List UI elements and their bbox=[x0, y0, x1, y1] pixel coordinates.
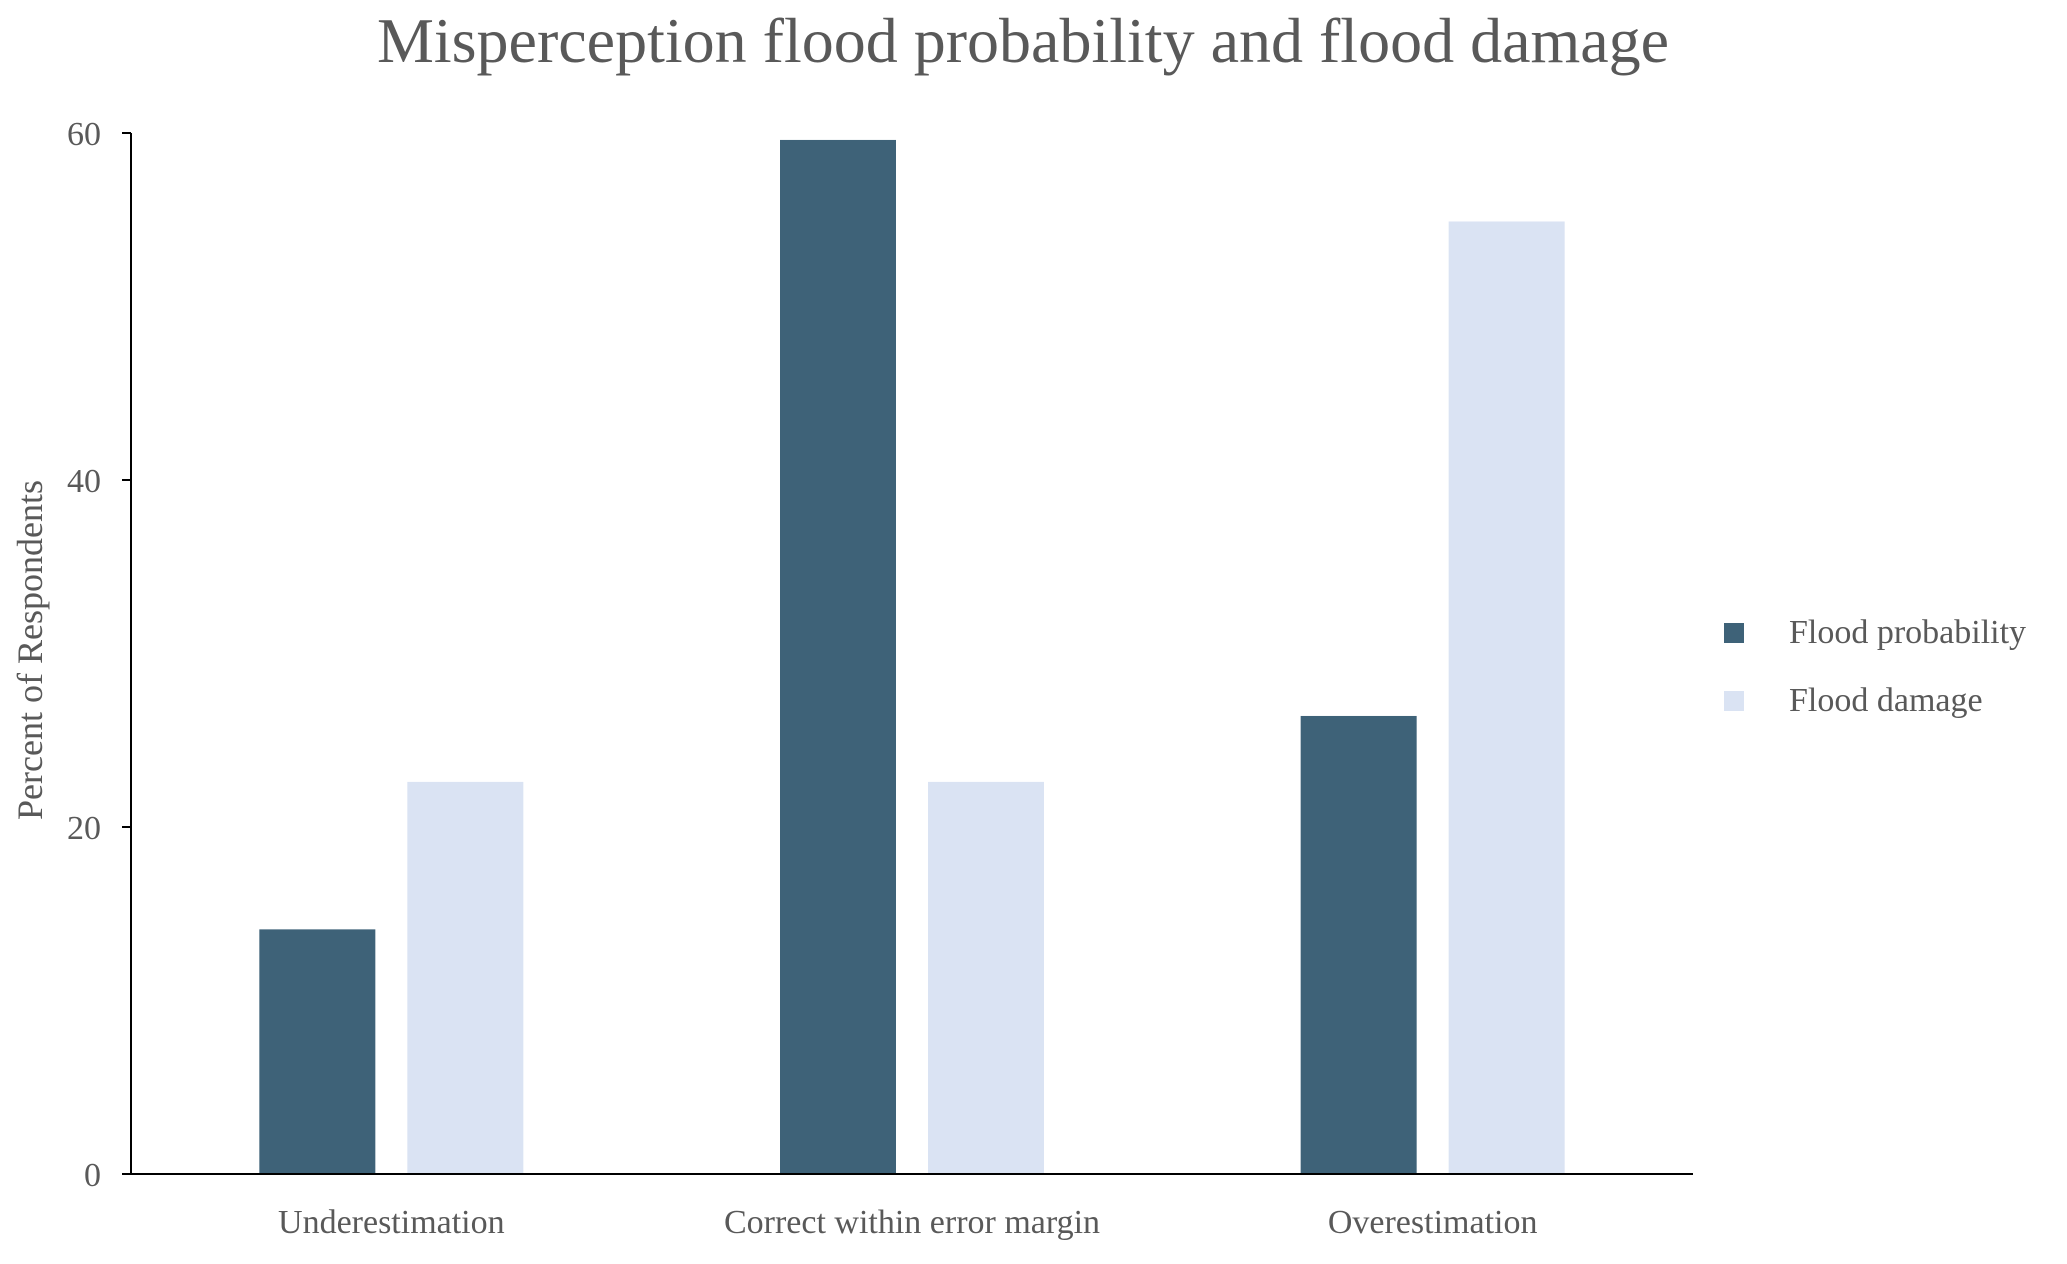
legend-swatch-flood-probability bbox=[1724, 623, 1744, 643]
legend: Flood probability Flood damage bbox=[1724, 614, 2026, 719]
y-ticks-layer: 0 20 40 60 bbox=[67, 116, 131, 1194]
legend-label-flood-probability: Flood probability bbox=[1789, 614, 2026, 651]
bar-flood-probability-1 bbox=[780, 139, 896, 1175]
bar-flood-probability-2 bbox=[1300, 715, 1417, 1174]
bar-flood-damage-0 bbox=[407, 781, 524, 1174]
x-labels-layer: Underestimation Correct within error marg… bbox=[278, 1204, 1537, 1241]
x-category-label: Underestimation bbox=[278, 1204, 505, 1241]
legend-label-flood-damage: Flood damage bbox=[1789, 682, 1983, 719]
bar-flood-damage-1 bbox=[928, 781, 1044, 1174]
chart-title: Misperception flood probability and floo… bbox=[377, 5, 1669, 76]
bar-flood-damage-2 bbox=[1448, 221, 1565, 1175]
legend-swatch-flood-damage bbox=[1724, 691, 1744, 711]
y-axis-title: Percent of Respondents bbox=[10, 480, 50, 820]
bar-flood-probability-0 bbox=[259, 929, 376, 1174]
y-tick-label: 60 bbox=[67, 116, 101, 153]
x-category-label: Overestimation bbox=[1328, 1204, 1538, 1241]
y-tick-label: 40 bbox=[67, 463, 101, 500]
y-tick-label: 0 bbox=[84, 1157, 101, 1194]
x-category-label: Correct within error margin bbox=[724, 1204, 1100, 1241]
bars-layer bbox=[259, 139, 1565, 1175]
y-tick-label: 20 bbox=[67, 810, 101, 847]
